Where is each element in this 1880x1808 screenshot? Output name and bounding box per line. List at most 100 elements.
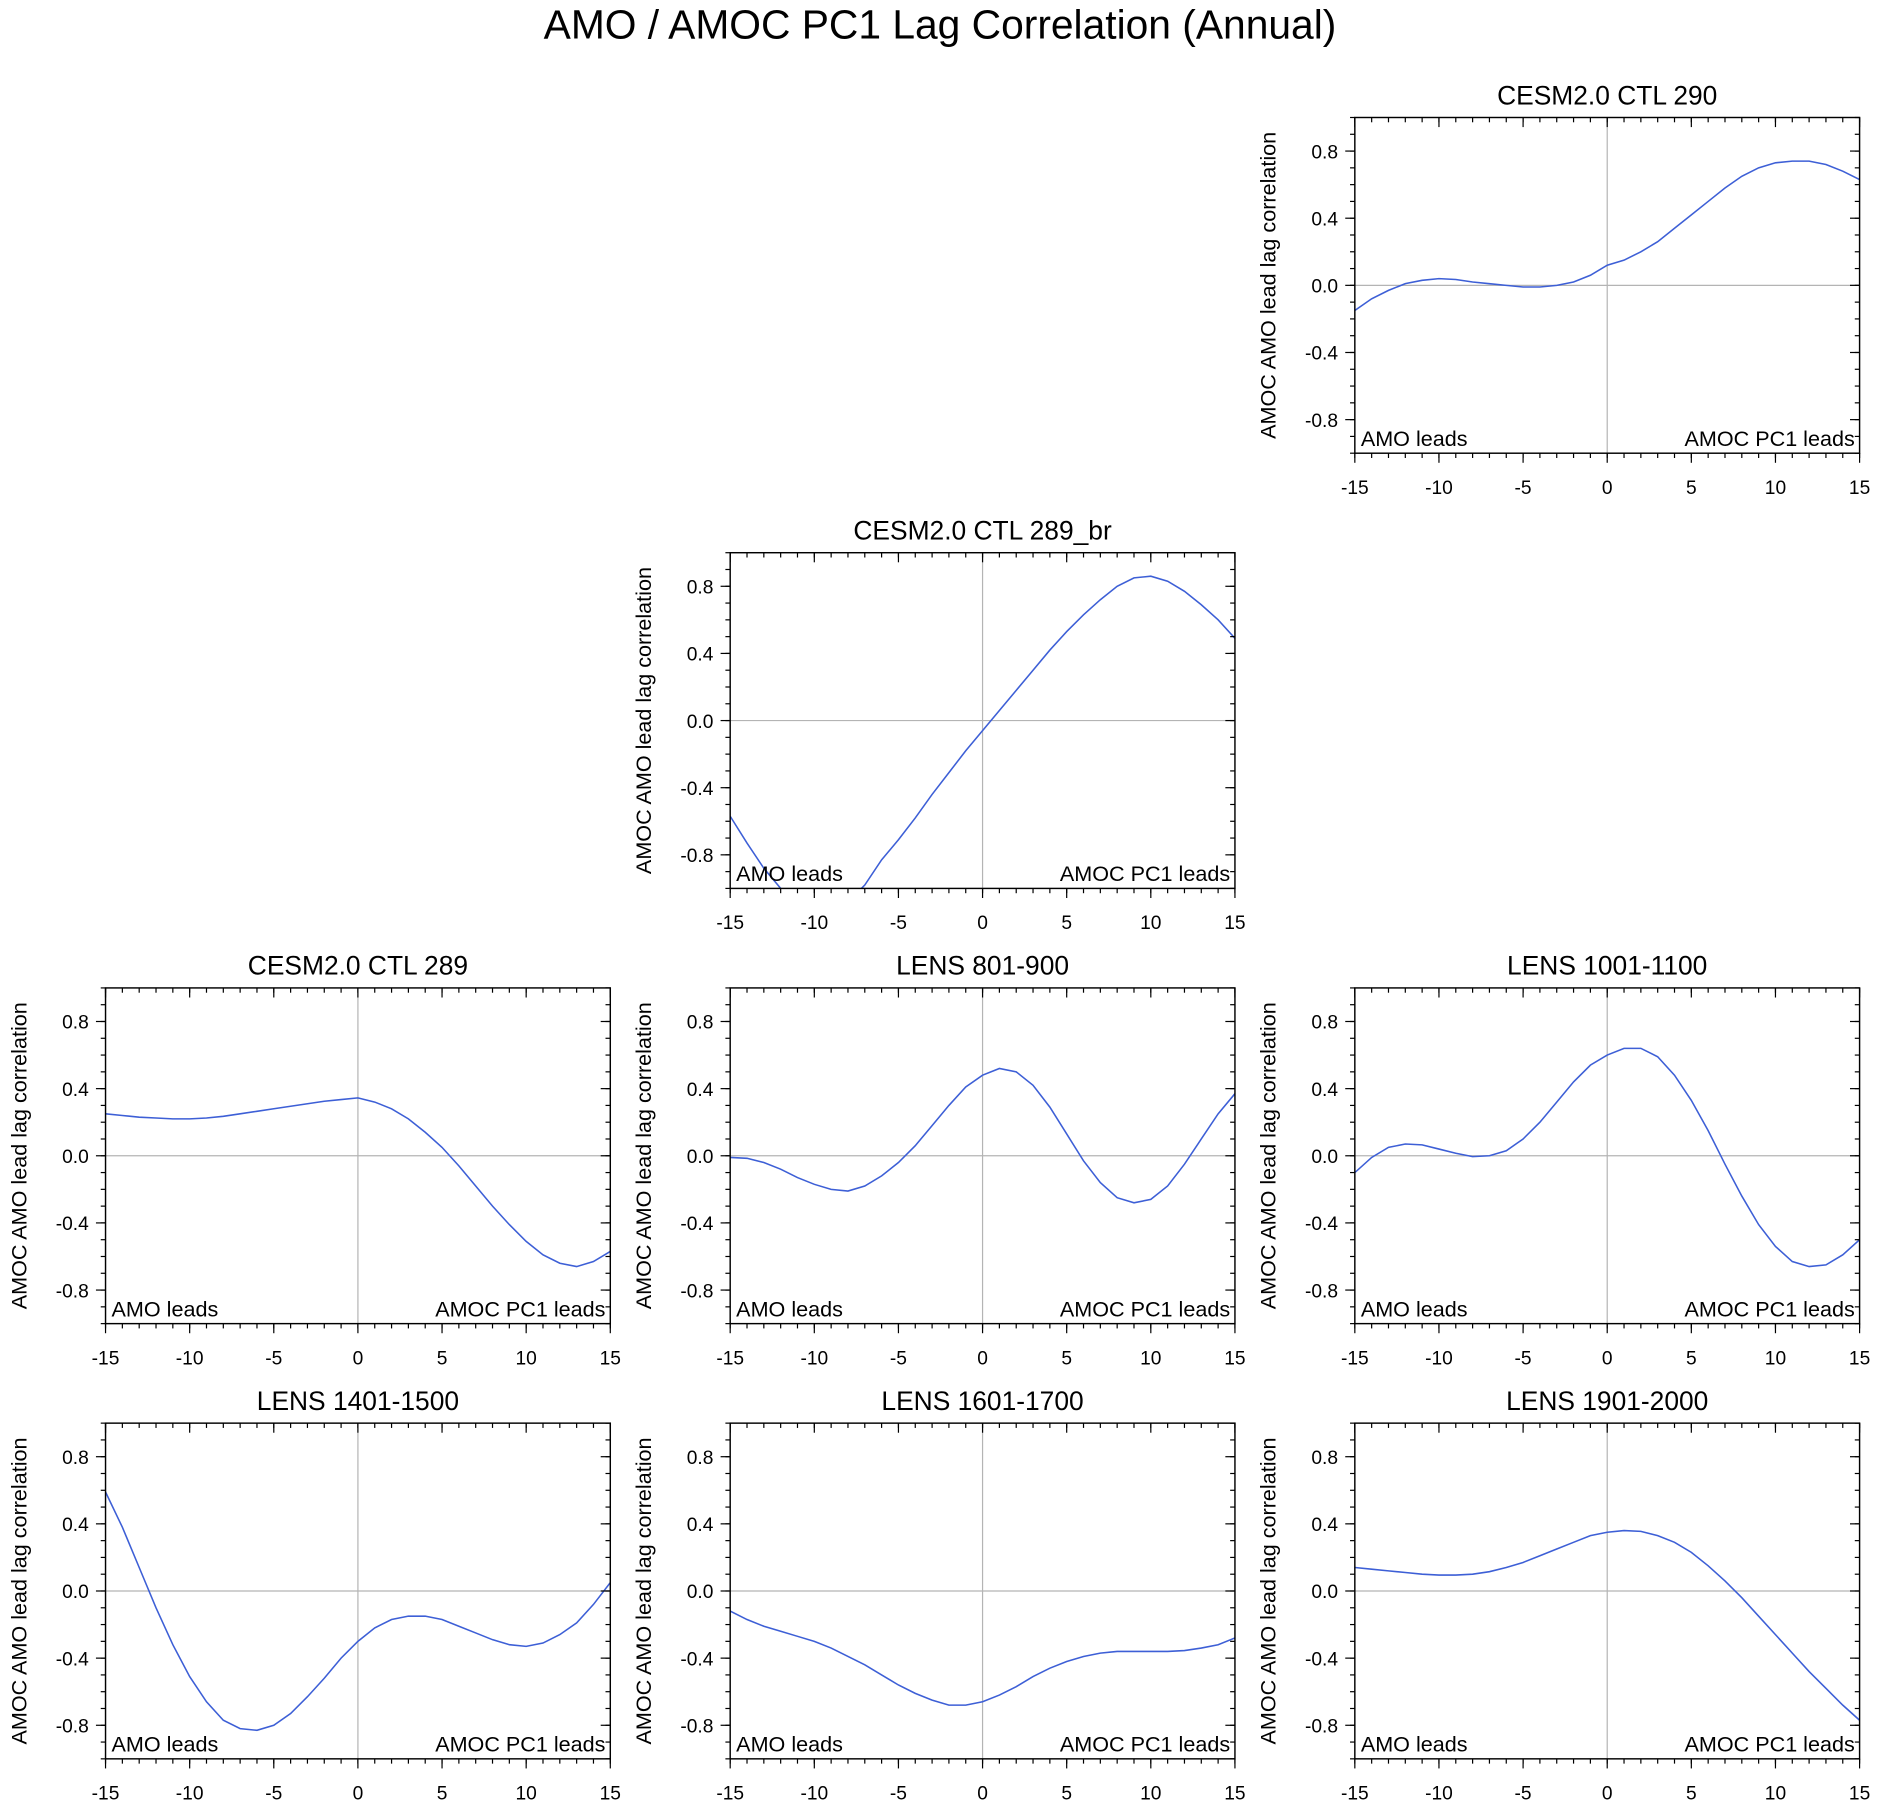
y-tick-label: 0.4	[1311, 209, 1338, 230]
y-tick-label: 0.0	[1311, 1582, 1338, 1603]
x-tick-label: 5	[1061, 913, 1072, 934]
data-line	[105, 1491, 611, 1732]
annotation: AMO leads	[736, 861, 843, 886]
x-tick-label: 0	[1602, 1784, 1613, 1805]
y-tick-label: -0.8	[680, 1281, 713, 1302]
y-tick-label: 0.4	[687, 1515, 714, 1536]
x-tick-label: -5	[265, 1348, 282, 1369]
x-tick-label: -10	[800, 913, 828, 934]
panel-title: LENS 801-900	[896, 951, 1069, 981]
x-tick-label: 15	[1849, 1784, 1870, 1805]
x-tick-label: 10	[1140, 1348, 1161, 1369]
y-tick-label: 0.8	[1311, 142, 1338, 163]
annotation: AMO leads	[736, 1296, 843, 1321]
y-tick-label: 0.8	[687, 1013, 714, 1034]
annotation: AMO leads	[1361, 426, 1468, 451]
x-tick-label: -15	[716, 1348, 744, 1369]
figure-title: AMO / AMOC PC1 Lag Correlation (Annual)	[544, 1, 1337, 47]
y-tick-label: 0.4	[687, 1080, 714, 1101]
x-tick-label: 5	[437, 1348, 448, 1369]
data-line	[730, 1067, 1235, 1204]
y-axis-label: AMOC AMO lead lag correlation	[1256, 1002, 1281, 1309]
y-axis-label: AMOC AMO lead lag correlation	[1256, 132, 1281, 439]
x-tick-label: -10	[1425, 1348, 1453, 1369]
y-axis-label: AMOC AMO lead lag correlation	[6, 1002, 31, 1309]
y-tick-label: 0.0	[687, 712, 714, 733]
data-line	[1354, 160, 1860, 312]
y-axis-label: AMOC AMO lead lag correlation	[631, 1002, 656, 1309]
y-tick-label: 0.4	[1311, 1515, 1338, 1536]
x-tick-label: 15	[600, 1348, 621, 1369]
annotation: AMO leads	[736, 1732, 843, 1757]
y-tick-label: 0.4	[62, 1080, 89, 1101]
x-tick-label: 15	[1224, 1348, 1245, 1369]
y-tick-label: -0.8	[680, 1716, 713, 1737]
y-tick-label: -0.8	[56, 1281, 89, 1302]
annotation: AMO leads	[1361, 1732, 1468, 1757]
annotation: AMO leads	[112, 1732, 219, 1757]
x-tick-label: 10	[1140, 1784, 1161, 1805]
x-tick-label: 5	[1686, 1784, 1697, 1805]
y-tick-label: -0.4	[680, 1214, 713, 1235]
x-tick-label: -10	[800, 1348, 828, 1369]
x-tick-label: -5	[1515, 1348, 1532, 1369]
x-tick-label: -15	[716, 1784, 744, 1805]
x-tick-label: 10	[1765, 1348, 1786, 1369]
annotation: AMO leads	[1361, 1296, 1468, 1321]
y-axis-label: AMOC AMO lead lag correlation	[631, 567, 656, 874]
panel: -15 -10 -5 0 5 10 15 -0.8 -0.4 0.0 0.4 0.8 CESM2.0 C…	[1256, 80, 1871, 499]
panel: -15 -10 -5 0 5 10 15 -0.8 -0.4 0.0 0.4 0.8 LENS 801-…	[631, 951, 1246, 1370]
data-line	[730, 1610, 1235, 1706]
y-axis-label: AMOC AMO lead lag correlation	[1256, 1437, 1281, 1744]
annotation: AMOC PC1 leads	[1684, 1296, 1854, 1321]
x-tick-label: 10	[516, 1784, 537, 1805]
y-tick-label: -0.4	[1305, 344, 1338, 365]
panel-title: CESM2.0 CTL 290	[1497, 80, 1717, 110]
x-tick-label: 0	[977, 1784, 988, 1805]
x-tick-label: 15	[1224, 1784, 1245, 1805]
x-tick-label: -10	[1425, 478, 1453, 499]
x-tick-label: -5	[890, 1348, 907, 1369]
x-tick-label: -10	[176, 1784, 204, 1805]
x-tick-label: 10	[1765, 1784, 1786, 1805]
y-tick-label: -0.4	[1305, 1649, 1338, 1670]
x-tick-label: -15	[1341, 478, 1369, 499]
y-tick-label: -0.4	[1305, 1214, 1338, 1235]
x-tick-label: -10	[176, 1348, 204, 1369]
y-tick-label: 0.4	[62, 1515, 89, 1536]
x-tick-label: -5	[1515, 1784, 1532, 1805]
y-tick-label: -0.4	[680, 779, 713, 800]
x-tick-label: 15	[1849, 478, 1870, 499]
x-tick-label: 10	[1140, 913, 1161, 934]
x-tick-label: -15	[1341, 1348, 1369, 1369]
x-tick-label: 15	[1224, 913, 1245, 934]
annotation: AMO leads	[112, 1296, 219, 1321]
panel-title: LENS 1401-1500	[257, 1386, 459, 1416]
x-tick-label: 5	[1061, 1348, 1072, 1369]
x-tick-label: 5	[1686, 1348, 1697, 1369]
panel: -15 -10 -5 0 5 10 15 -0.8 -0.4 0.0 0.4 0.8 CESM2.0 C…	[631, 516, 1246, 935]
y-axis-label: AMOC AMO lead lag correlation	[6, 1437, 31, 1744]
x-tick-label: -15	[1341, 1784, 1369, 1805]
x-tick-label: 10	[1765, 478, 1786, 499]
y-tick-label: 0.8	[1311, 1013, 1338, 1034]
x-tick-label: -15	[92, 1348, 120, 1369]
x-tick-label: 5	[1686, 478, 1697, 499]
panel-title: LENS 1601-1700	[881, 1386, 1083, 1416]
x-tick-label: 5	[437, 1784, 448, 1805]
annotation: AMOC PC1 leads	[435, 1732, 605, 1757]
annotation: AMOC PC1 leads	[1060, 1296, 1230, 1321]
x-tick-label: 10	[516, 1348, 537, 1369]
panel: -15 -10 -5 0 5 10 15 -0.8 -0.4 0.0 0.4 0.8 CESM2.0 C…	[6, 951, 621, 1370]
y-tick-label: 0.0	[62, 1582, 89, 1603]
annotation: AMOC PC1 leads	[1060, 861, 1230, 886]
x-tick-label: 0	[353, 1784, 364, 1805]
y-tick-label: 0.8	[1311, 1448, 1338, 1469]
panel: -15 -10 -5 0 5 10 15 -0.8 -0.4 0.0 0.4 0.8 LENS 1401…	[6, 1386, 621, 1805]
x-tick-label: 0	[977, 1348, 988, 1369]
x-tick-label: 0	[353, 1348, 364, 1369]
y-tick-label: -0.4	[56, 1214, 89, 1235]
annotation: AMOC PC1 leads	[1060, 1732, 1230, 1757]
